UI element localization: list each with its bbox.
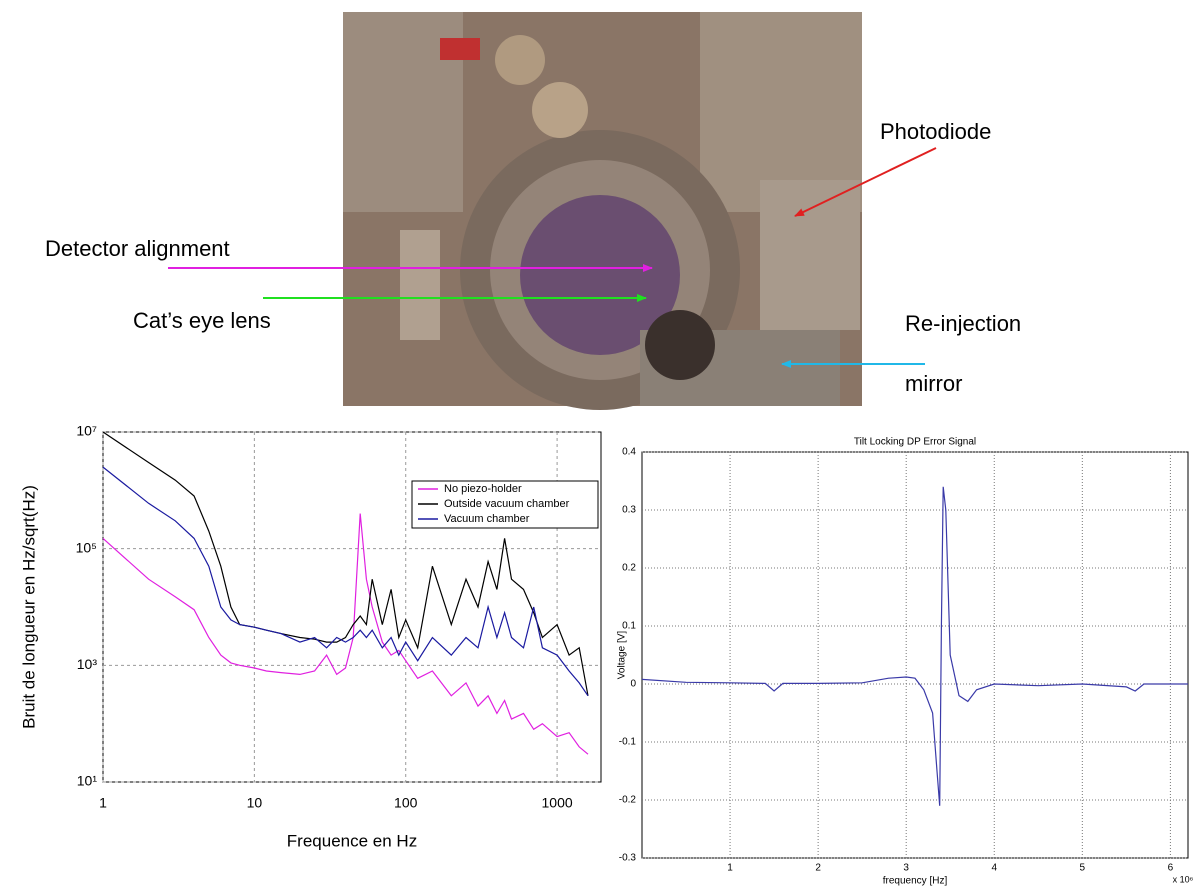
x-multiplier: x 10⁶ bbox=[1173, 874, 1194, 884]
y-axis-label: Voltage [V] bbox=[617, 631, 628, 680]
x-tick-label: 3 bbox=[903, 863, 909, 874]
series-line bbox=[102, 513, 589, 755]
arrow bbox=[794, 147, 937, 217]
annotation: Photodiode bbox=[880, 119, 991, 144]
plot-area bbox=[641, 451, 1189, 859]
series-line bbox=[102, 431, 589, 696]
x-tick-label: 2 bbox=[815, 863, 821, 874]
y-tick-label: -0.1 bbox=[619, 737, 637, 748]
series-line bbox=[102, 466, 589, 697]
y-tick-label: 0 bbox=[630, 679, 636, 690]
chart-title: Tilt Locking DP Error Signal bbox=[854, 437, 976, 448]
y-tick-label: 0.1 bbox=[622, 621, 636, 632]
x-axis-label: frequency [Hz] bbox=[883, 876, 948, 887]
x-tick-label: 1000 bbox=[542, 795, 573, 811]
annotation: Re-injection bbox=[905, 311, 1021, 336]
x-tick-label: 6 bbox=[1168, 863, 1174, 874]
y-tick-label: 10³ bbox=[77, 656, 98, 672]
y-tick-label: 0.3 bbox=[622, 505, 636, 516]
y-tick-label: 10¹ bbox=[77, 773, 98, 789]
y-tick-label: -0.3 bbox=[619, 853, 637, 864]
y-tick-label: -0.2 bbox=[619, 795, 637, 806]
photo bbox=[343, 12, 862, 410]
legend-label: No piezo-holder bbox=[444, 483, 522, 495]
legend-label: Vacuum chamber bbox=[444, 513, 530, 525]
x-tick-label: 100 bbox=[394, 795, 418, 811]
y-tick-label: 10⁷ bbox=[76, 423, 97, 439]
x-tick-label: 1 bbox=[727, 863, 733, 874]
y-tick-label: 10⁵ bbox=[76, 539, 97, 555]
y-axis-label: Bruit de longueur en Hz/sqrt(Hz) bbox=[19, 485, 38, 729]
annotation: Detector alignment bbox=[45, 236, 230, 261]
x-tick-label: 4 bbox=[991, 863, 997, 874]
x-tick-label: 10 bbox=[247, 795, 263, 811]
y-tick-label: 0.4 bbox=[622, 447, 636, 458]
legend-label: Outside vacuum chamber bbox=[444, 498, 570, 510]
y-tick-label: 0.2 bbox=[622, 563, 636, 574]
x-tick-label: 5 bbox=[1080, 863, 1086, 874]
series-line bbox=[641, 486, 1188, 806]
annotation: mirror bbox=[905, 371, 962, 396]
legend-box bbox=[411, 480, 599, 529]
x-tick-label: 1 bbox=[99, 795, 107, 811]
annotation: Cat’s eye lens bbox=[133, 308, 271, 333]
x-axis-label: Frequence en Hz bbox=[287, 831, 417, 850]
